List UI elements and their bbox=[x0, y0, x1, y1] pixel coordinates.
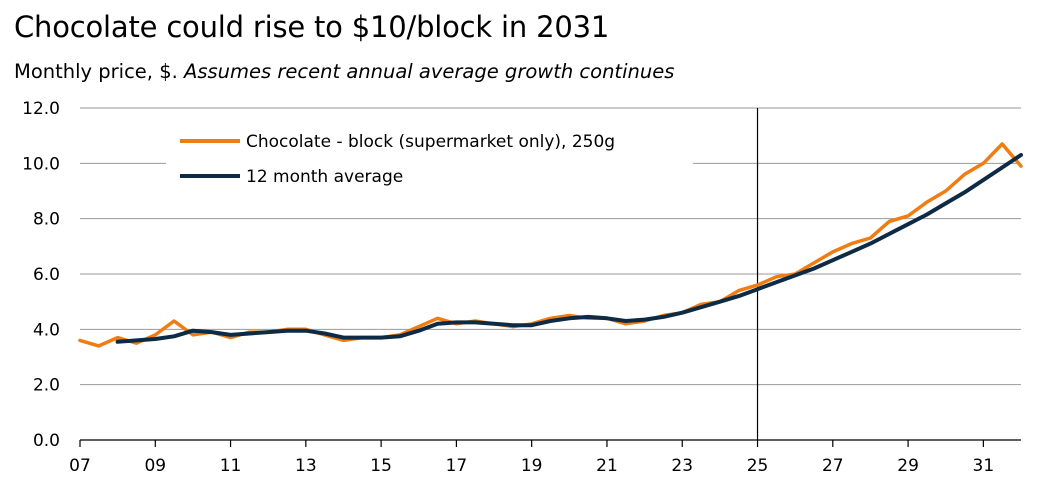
series-average-line bbox=[115, 153, 1023, 344]
y-tick-label: 0.0 bbox=[33, 431, 60, 451]
x-tick-label: 23 bbox=[671, 456, 693, 476]
legend-label: Chocolate - block (supermarket only), 25… bbox=[246, 132, 615, 152]
legend-label: 12 month average bbox=[246, 167, 403, 187]
y-tick-label: 2.0 bbox=[33, 376, 60, 396]
subtitle-note: Assumes recent annual average growth con… bbox=[184, 60, 675, 83]
legend-box bbox=[166, 128, 693, 196]
y-tick-label: 8.0 bbox=[33, 210, 60, 230]
x-tick-label: 31 bbox=[973, 456, 995, 476]
chart-subtitle: Monthly price, $. Assumes recent annual … bbox=[14, 60, 674, 83]
y-tick-label: 10.0 bbox=[22, 154, 60, 174]
x-tick-label: 13 bbox=[295, 456, 317, 476]
y-tick-label: 6.0 bbox=[33, 265, 60, 285]
x-tick-label: 11 bbox=[220, 456, 242, 476]
x-tick-label: 29 bbox=[897, 456, 919, 476]
x-tick-label: 25 bbox=[747, 456, 769, 476]
x-tick-label: 21 bbox=[596, 456, 618, 476]
subtitle-text: Monthly price, $. bbox=[14, 60, 178, 83]
x-tick-label: 07 bbox=[69, 456, 91, 476]
x-tick-label: 15 bbox=[370, 456, 392, 476]
x-tick-label: 27 bbox=[822, 456, 844, 476]
y-tick-label: 12.0 bbox=[22, 99, 60, 119]
x-tick-label: 19 bbox=[521, 456, 543, 476]
x-tick-label: 17 bbox=[446, 456, 468, 476]
y-tick-label: 4.0 bbox=[33, 320, 60, 340]
chart-title: Chocolate could rise to $10/block in 203… bbox=[14, 10, 610, 44]
x-tick-label: 09 bbox=[144, 456, 166, 476]
